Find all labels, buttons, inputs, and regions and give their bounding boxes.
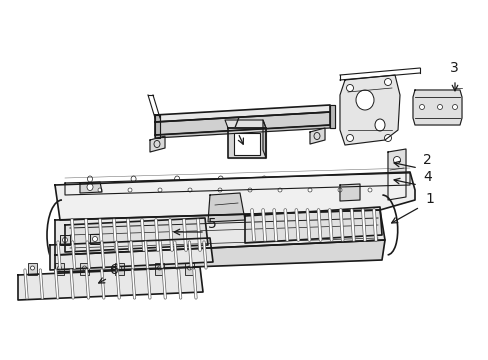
Circle shape — [128, 188, 132, 192]
Polygon shape — [412, 90, 461, 125]
Bar — [234, 133, 260, 155]
Polygon shape — [309, 128, 325, 144]
Bar — [155, 263, 163, 275]
Polygon shape — [227, 128, 265, 158]
Circle shape — [157, 266, 161, 270]
Polygon shape — [329, 105, 334, 128]
Circle shape — [384, 135, 391, 141]
Polygon shape — [50, 238, 213, 270]
Ellipse shape — [348, 176, 353, 182]
Polygon shape — [339, 75, 399, 145]
Polygon shape — [150, 136, 164, 152]
Polygon shape — [244, 207, 381, 243]
Polygon shape — [387, 149, 405, 200]
Circle shape — [451, 104, 457, 109]
Polygon shape — [263, 120, 265, 158]
Circle shape — [247, 188, 251, 192]
Circle shape — [62, 238, 67, 243]
Circle shape — [337, 188, 341, 192]
Bar — [55, 263, 64, 275]
Circle shape — [158, 188, 162, 192]
Bar — [90, 234, 100, 244]
Circle shape — [30, 266, 35, 270]
Circle shape — [278, 188, 282, 192]
Polygon shape — [18, 267, 203, 300]
Ellipse shape — [261, 176, 266, 182]
Ellipse shape — [355, 90, 373, 110]
Circle shape — [367, 188, 371, 192]
Ellipse shape — [218, 176, 223, 182]
Polygon shape — [155, 115, 160, 138]
Polygon shape — [80, 182, 102, 193]
Ellipse shape — [174, 176, 179, 182]
Polygon shape — [155, 125, 329, 138]
Ellipse shape — [87, 184, 93, 190]
Polygon shape — [224, 120, 265, 128]
Polygon shape — [207, 193, 244, 222]
Ellipse shape — [393, 157, 400, 163]
Circle shape — [187, 266, 191, 270]
Ellipse shape — [374, 119, 384, 131]
Polygon shape — [55, 172, 414, 220]
Circle shape — [82, 266, 86, 270]
Circle shape — [187, 188, 192, 192]
Text: 6: 6 — [110, 263, 119, 277]
Bar — [28, 263, 37, 275]
Circle shape — [419, 104, 424, 109]
Polygon shape — [65, 218, 207, 252]
Circle shape — [307, 188, 311, 192]
Ellipse shape — [305, 176, 310, 182]
Ellipse shape — [131, 176, 136, 182]
Circle shape — [384, 78, 391, 86]
Text: 4: 4 — [422, 170, 431, 184]
Circle shape — [92, 237, 97, 242]
Text: 7: 7 — [231, 116, 240, 130]
Polygon shape — [155, 112, 329, 135]
Polygon shape — [65, 173, 409, 195]
Circle shape — [437, 104, 442, 109]
Polygon shape — [55, 240, 384, 272]
Text: 5: 5 — [207, 217, 216, 231]
Bar — [184, 263, 194, 275]
Polygon shape — [55, 210, 384, 255]
Ellipse shape — [392, 176, 397, 182]
Circle shape — [346, 85, 353, 91]
Polygon shape — [339, 184, 359, 201]
Circle shape — [58, 266, 61, 270]
Text: 2: 2 — [422, 153, 431, 167]
Bar — [60, 235, 70, 245]
Text: 1: 1 — [424, 192, 433, 206]
Text: 3: 3 — [449, 61, 458, 75]
Ellipse shape — [393, 179, 400, 185]
Circle shape — [218, 188, 222, 192]
Circle shape — [346, 135, 353, 141]
Bar — [115, 263, 124, 275]
Circle shape — [98, 188, 102, 192]
Circle shape — [117, 266, 121, 270]
Ellipse shape — [87, 176, 92, 182]
Polygon shape — [155, 105, 329, 122]
Bar — [80, 263, 89, 275]
